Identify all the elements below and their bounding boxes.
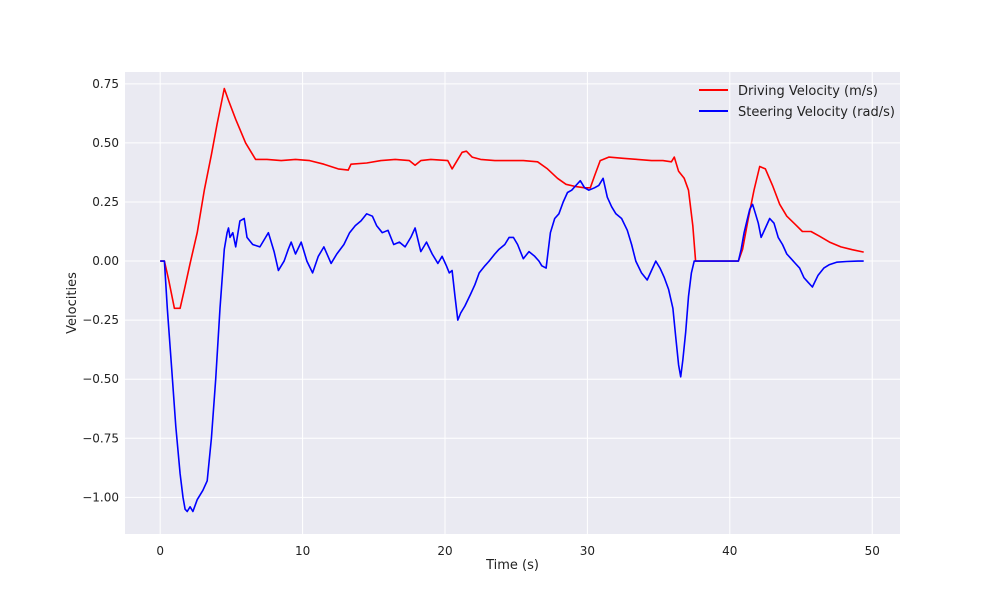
- x-tick-label: 20: [437, 544, 452, 558]
- legend: Driving Velocity (m/s) Steering Velocity …: [699, 84, 895, 120]
- series-lines: [160, 87, 864, 513]
- x-tick-label: 40: [722, 544, 737, 558]
- y-tick-label: 0.50: [92, 136, 119, 150]
- y-tick-label: 0.00: [92, 254, 119, 268]
- x-tick-label: 30: [580, 544, 595, 558]
- legend-label: Steering Velocity (rad/s): [738, 105, 895, 120]
- plot-area: [125, 72, 900, 534]
- y-axis-title: Velocities: [65, 272, 80, 334]
- y-tick-label: 0.25: [92, 195, 119, 209]
- legend-label: Driving Velocity (m/s): [738, 84, 878, 99]
- x-axis-title: Time (s): [485, 558, 539, 573]
- y-tick-label: −0.25: [82, 313, 119, 327]
- x-tick-label: 10: [295, 544, 310, 558]
- series-line-driving-velocity: [160, 87, 864, 310]
- y-tick-label: −0.75: [82, 431, 119, 445]
- x-tick-label: 50: [865, 544, 880, 558]
- y-tick-label: 0.75: [92, 77, 119, 91]
- series-line-steering-velocity: [160, 177, 864, 513]
- x-tick-label: 0: [156, 544, 164, 558]
- y-tick-label: −0.50: [82, 372, 119, 386]
- y-tick-label: −1.00: [82, 490, 119, 504]
- grid-lines: [125, 72, 900, 534]
- tick-labels: 0 10 20 30 40 50 0.75 0.50 0.25 0.00 −0.25 −0.50 −0.…: [82, 77, 880, 558]
